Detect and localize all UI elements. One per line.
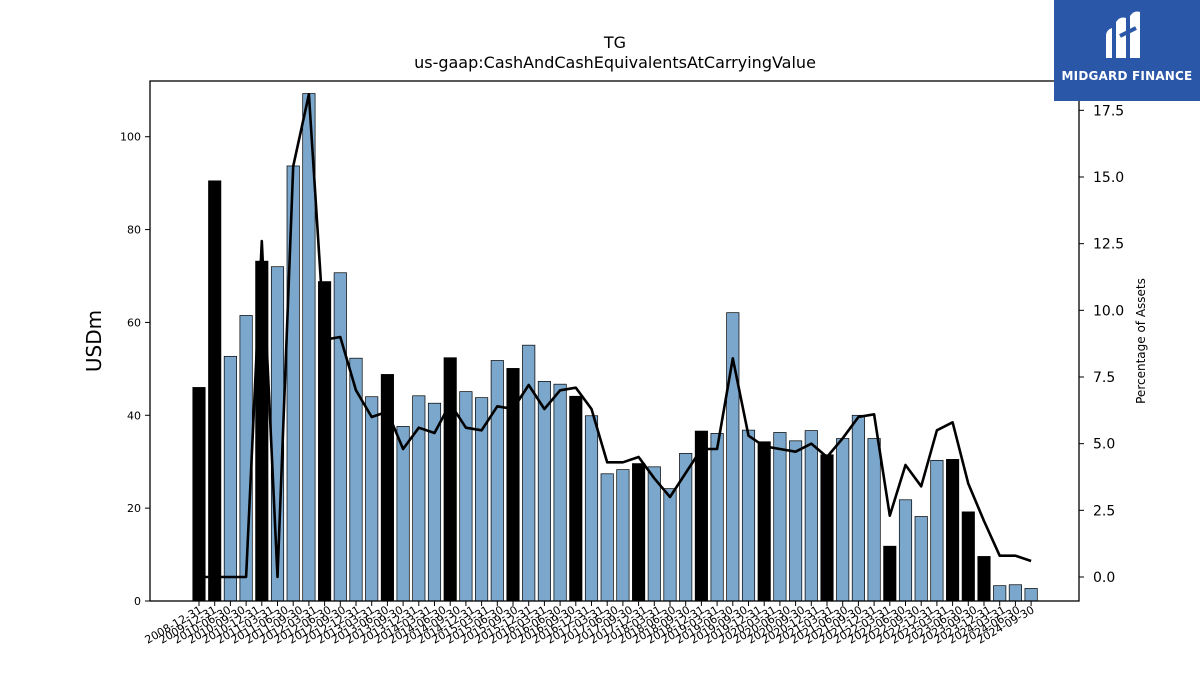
bar-12 bbox=[380, 374, 394, 602]
bar-28 bbox=[632, 463, 646, 602]
y-axis-label: USDm bbox=[82, 310, 106, 372]
bar-46 bbox=[914, 516, 928, 602]
bar-9 bbox=[333, 272, 347, 602]
bar-31 bbox=[679, 453, 693, 602]
bar-26 bbox=[600, 473, 614, 602]
bar-50 bbox=[977, 556, 991, 602]
bar-11 bbox=[365, 396, 379, 602]
y-tick-label-1: 20 bbox=[127, 502, 141, 515]
bar-39 bbox=[804, 430, 818, 602]
bar-29 bbox=[647, 466, 661, 602]
bar-19 bbox=[490, 360, 504, 602]
y-tick-label-3: 60 bbox=[127, 316, 141, 329]
bar-30 bbox=[663, 488, 677, 602]
bar-16 bbox=[443, 357, 457, 602]
y2-tick-label-6: 15.0 bbox=[1093, 170, 1124, 186]
bar-49 bbox=[961, 511, 975, 602]
bar-0 bbox=[192, 387, 206, 602]
y2-axis-label: Percentage of Assets bbox=[1134, 278, 1148, 404]
bar-24 bbox=[569, 395, 583, 602]
bar-51 bbox=[993, 585, 1007, 602]
bar-42 bbox=[851, 414, 865, 602]
y-axis-right: 0.0 2.5 5.0 7.5 10.0 12.5 15.0 17.5 bbox=[1079, 103, 1124, 586]
pct-line-layer bbox=[199, 93, 1032, 579]
bar-36 bbox=[757, 441, 771, 602]
y2-tick-label-7: 17.5 bbox=[1093, 103, 1124, 119]
y2-tick-label-3: 7.5 bbox=[1093, 370, 1115, 386]
bar-6 bbox=[286, 165, 300, 602]
bar-43 bbox=[867, 438, 881, 602]
chart-title: TG bbox=[603, 33, 626, 52]
y-tick-label-0: 0 bbox=[134, 595, 141, 608]
y-tick-label-2: 40 bbox=[127, 409, 141, 422]
bars-layer bbox=[192, 93, 1038, 602]
bar-25 bbox=[584, 415, 599, 602]
bar-40 bbox=[820, 454, 834, 602]
y2-tick-label-4: 10.0 bbox=[1093, 303, 1124, 319]
chart-subtitle: us-gaap:CashAndCashEquivalentsAtCarrying… bbox=[414, 53, 816, 72]
bar-44 bbox=[883, 545, 897, 602]
y2-tick-label-0: 0.0 bbox=[1093, 570, 1115, 586]
bar-47 bbox=[930, 459, 944, 602]
y-tick-label-5: 100 bbox=[120, 131, 141, 144]
bar-52 bbox=[1008, 584, 1022, 602]
bar-21 bbox=[522, 344, 536, 602]
bar-48 bbox=[946, 459, 960, 602]
midgard-finance-logo: MIDGARD FINANCE bbox=[1054, 0, 1200, 101]
bar-41 bbox=[836, 438, 850, 602]
x-axis: 2008-12-312009-12-312010-06-302010-09-30… bbox=[143, 601, 1037, 647]
bar-45 bbox=[898, 499, 913, 602]
y-tick-label-4: 80 bbox=[127, 224, 141, 237]
bar-10 bbox=[349, 357, 363, 602]
midgard-logo-icon bbox=[1106, 11, 1140, 58]
bar-33 bbox=[710, 433, 724, 602]
bar-38 bbox=[789, 440, 803, 602]
bar-37 bbox=[773, 432, 787, 602]
bar-1 bbox=[208, 180, 222, 602]
y2-tick-label-1: 2.5 bbox=[1093, 503, 1115, 519]
bar-2 bbox=[223, 355, 237, 602]
plot-frame bbox=[149, 80, 1080, 602]
logo-text: MIDGARD FINANCE bbox=[1061, 69, 1193, 83]
bar-23 bbox=[553, 383, 567, 602]
bar-34 bbox=[726, 312, 740, 602]
bar-22 bbox=[537, 381, 551, 602]
y2-tick-label-2: 5.0 bbox=[1093, 437, 1115, 453]
bar-13 bbox=[396, 426, 410, 602]
y-axis-left: 0 20 40 60 80 100 bbox=[120, 131, 150, 608]
bar-27 bbox=[616, 469, 630, 602]
bar-35 bbox=[741, 429, 756, 602]
bar-53 bbox=[1024, 588, 1038, 602]
y2-tick-label-5: 12.5 bbox=[1093, 237, 1124, 253]
pct-line bbox=[199, 93, 1032, 579]
